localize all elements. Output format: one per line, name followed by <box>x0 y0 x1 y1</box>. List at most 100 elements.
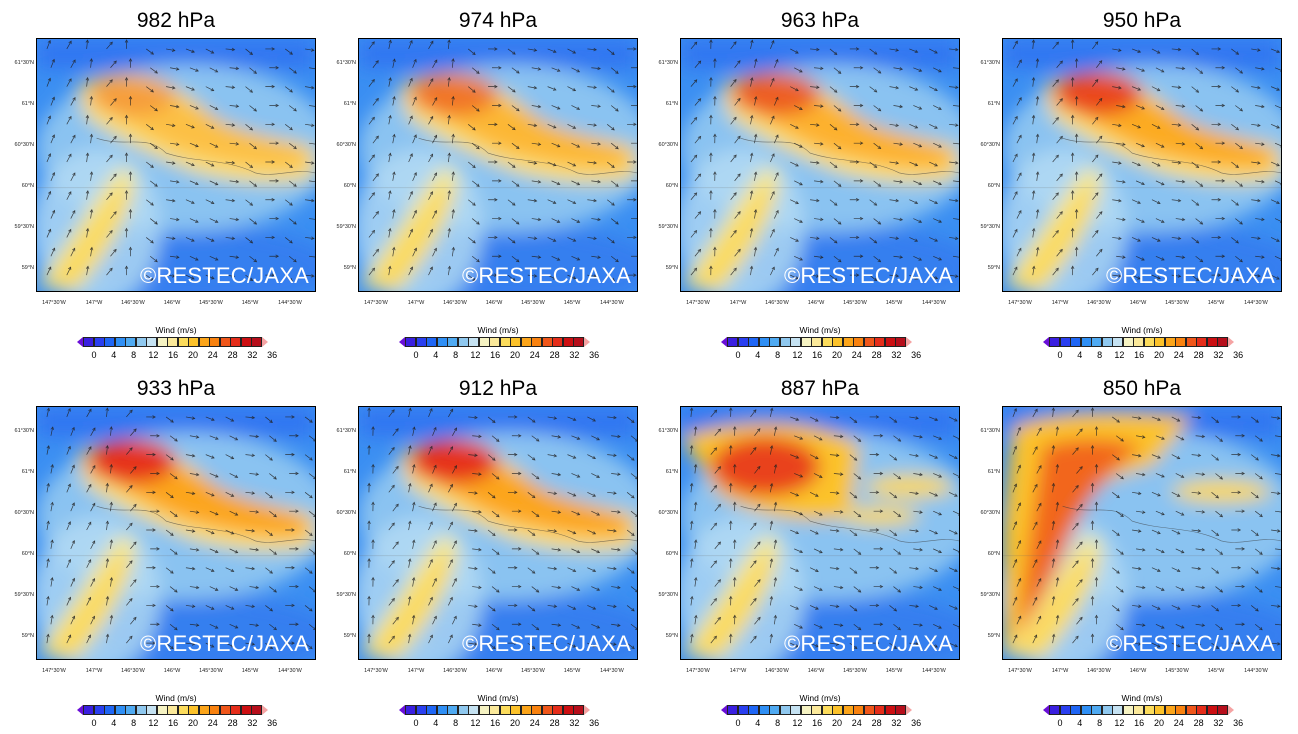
lon-label: 146°W <box>808 300 825 306</box>
colorbar-swatch <box>437 337 448 347</box>
colorbar-swatch <box>1049 337 1060 347</box>
colorbar-swatch <box>251 705 262 715</box>
lat-label: 60°30'N <box>659 142 678 148</box>
lon-label: 147°W <box>408 668 425 674</box>
colorbar-swatch <box>748 705 759 715</box>
lon-label: 144°30'W <box>922 668 946 674</box>
colorbar-swatch <box>125 337 136 347</box>
colorbar-tick-label: 36 <box>911 350 921 360</box>
lon-label: 147°W <box>1052 668 1069 674</box>
colorbar-tick-label: 8 <box>1097 350 1102 360</box>
wind-field <box>37 39 315 291</box>
lat-label: 61°30'N <box>337 60 356 66</box>
colorbar-swatch <box>780 337 791 347</box>
lat-label: 60°N <box>988 183 1000 189</box>
lon-label: 145°W <box>242 668 259 674</box>
colorbar-tick-label: 0 <box>91 350 96 360</box>
colorbar-swatch <box>727 337 738 347</box>
colorbar-tick-label: 24 <box>208 718 218 728</box>
colorbar-tick-label: 20 <box>1154 350 1164 360</box>
lat-label: 59°30'N <box>337 224 356 230</box>
wind-field <box>359 39 637 291</box>
colorbar-swatch <box>748 337 759 347</box>
lat-label: 60°N <box>666 183 678 189</box>
colorbar <box>1043 337 1234 347</box>
lon-label: 145°W <box>242 300 259 306</box>
colorbar-tick-label: 16 <box>1134 350 1144 360</box>
lat-label: 59°30'N <box>337 592 356 598</box>
lat-label: 59°N <box>22 265 34 271</box>
colorbar-swatch <box>1112 705 1123 715</box>
lat-label: 60°30'N <box>337 510 356 516</box>
wind-map: ©RESTEC/JAXA <box>36 406 316 660</box>
colorbar-swatch <box>1112 337 1123 347</box>
colorbar-swatch <box>220 337 231 347</box>
colorbar-tick-label: 28 <box>550 718 560 728</box>
lon-label: 145°W <box>1208 300 1225 306</box>
colorbar-swatch <box>405 705 416 715</box>
lat-label: 59°N <box>344 633 356 639</box>
lat-label: 61°N <box>22 101 34 107</box>
colorbar-swatch <box>178 337 189 347</box>
lon-label: 146°W <box>1130 668 1147 674</box>
colorbar-swatch <box>769 337 780 347</box>
lat-label: 61°30'N <box>659 60 678 66</box>
colorbar-swatch <box>241 705 252 715</box>
colorbar-tick-label: 36 <box>589 350 599 360</box>
lon-label: 144°30'W <box>600 668 624 674</box>
colorbar-swatch <box>94 705 105 715</box>
colorbar-swatch <box>1196 705 1207 715</box>
colorbar-swatch <box>811 337 822 347</box>
colorbar-swatch <box>416 337 427 347</box>
colorbar-tick-label: 32 <box>247 350 257 360</box>
lat-label: 61°N <box>344 101 356 107</box>
colorbar-swatch <box>1144 705 1155 715</box>
wind-map: ©RESTEC/JAXA <box>1002 38 1282 292</box>
colorbar-swatch <box>801 705 812 715</box>
colorbar-swatch <box>115 705 126 715</box>
colorbar-swatch <box>853 337 864 347</box>
colorbar-swatch <box>94 337 105 347</box>
lat-label: 61°30'N <box>15 60 34 66</box>
colorbar <box>77 705 268 715</box>
lon-label: 144°30'W <box>278 668 302 674</box>
colorbar-swatch <box>468 705 479 715</box>
colorbar-tick-label: 12 <box>1114 718 1124 728</box>
colorbar-swatch <box>790 705 801 715</box>
colorbar-title: Wind (m/s) <box>358 325 638 335</box>
colorbar-swatch <box>83 337 94 347</box>
colorbar-swatch <box>136 705 147 715</box>
colorbar-swatch <box>843 705 854 715</box>
lat-label: 59°30'N <box>659 224 678 230</box>
colorbar-swatch <box>1102 705 1113 715</box>
wind-field <box>37 407 315 659</box>
watermark: ©RESTEC/JAXA <box>462 264 631 288</box>
colorbar-tick-label: 4 <box>755 350 760 360</box>
panel-title: 912 hPa <box>358 376 638 402</box>
colorbar-swatch <box>178 705 189 715</box>
colorbar-tick-label: 20 <box>510 718 520 728</box>
lat-label: 61°N <box>988 101 1000 107</box>
lat-label: 60°30'N <box>15 142 34 148</box>
colorbar-title: Wind (m/s) <box>36 693 316 703</box>
colorbar-swatch <box>104 705 115 715</box>
colorbar-swatch <box>727 705 738 715</box>
colorbar-swatch <box>479 705 490 715</box>
panel-title: 933 hPa <box>36 376 316 402</box>
colorbar-swatch <box>209 705 220 715</box>
panel-title: 982 hPa <box>36 8 316 34</box>
colorbar-swatch <box>573 705 584 715</box>
colorbar-swatch <box>167 337 178 347</box>
colorbar-tick-label: 12 <box>792 718 802 728</box>
colorbar-swatch <box>563 705 574 715</box>
colorbar-swatch <box>458 705 469 715</box>
lon-label: 145°30'W <box>843 668 867 674</box>
colorbar-swatch <box>1091 337 1102 347</box>
lat-label: 60°30'N <box>981 510 1000 516</box>
colorbar-tick-label: 8 <box>131 350 136 360</box>
colorbar-swatch <box>167 705 178 715</box>
lat-label: 60°N <box>344 551 356 557</box>
